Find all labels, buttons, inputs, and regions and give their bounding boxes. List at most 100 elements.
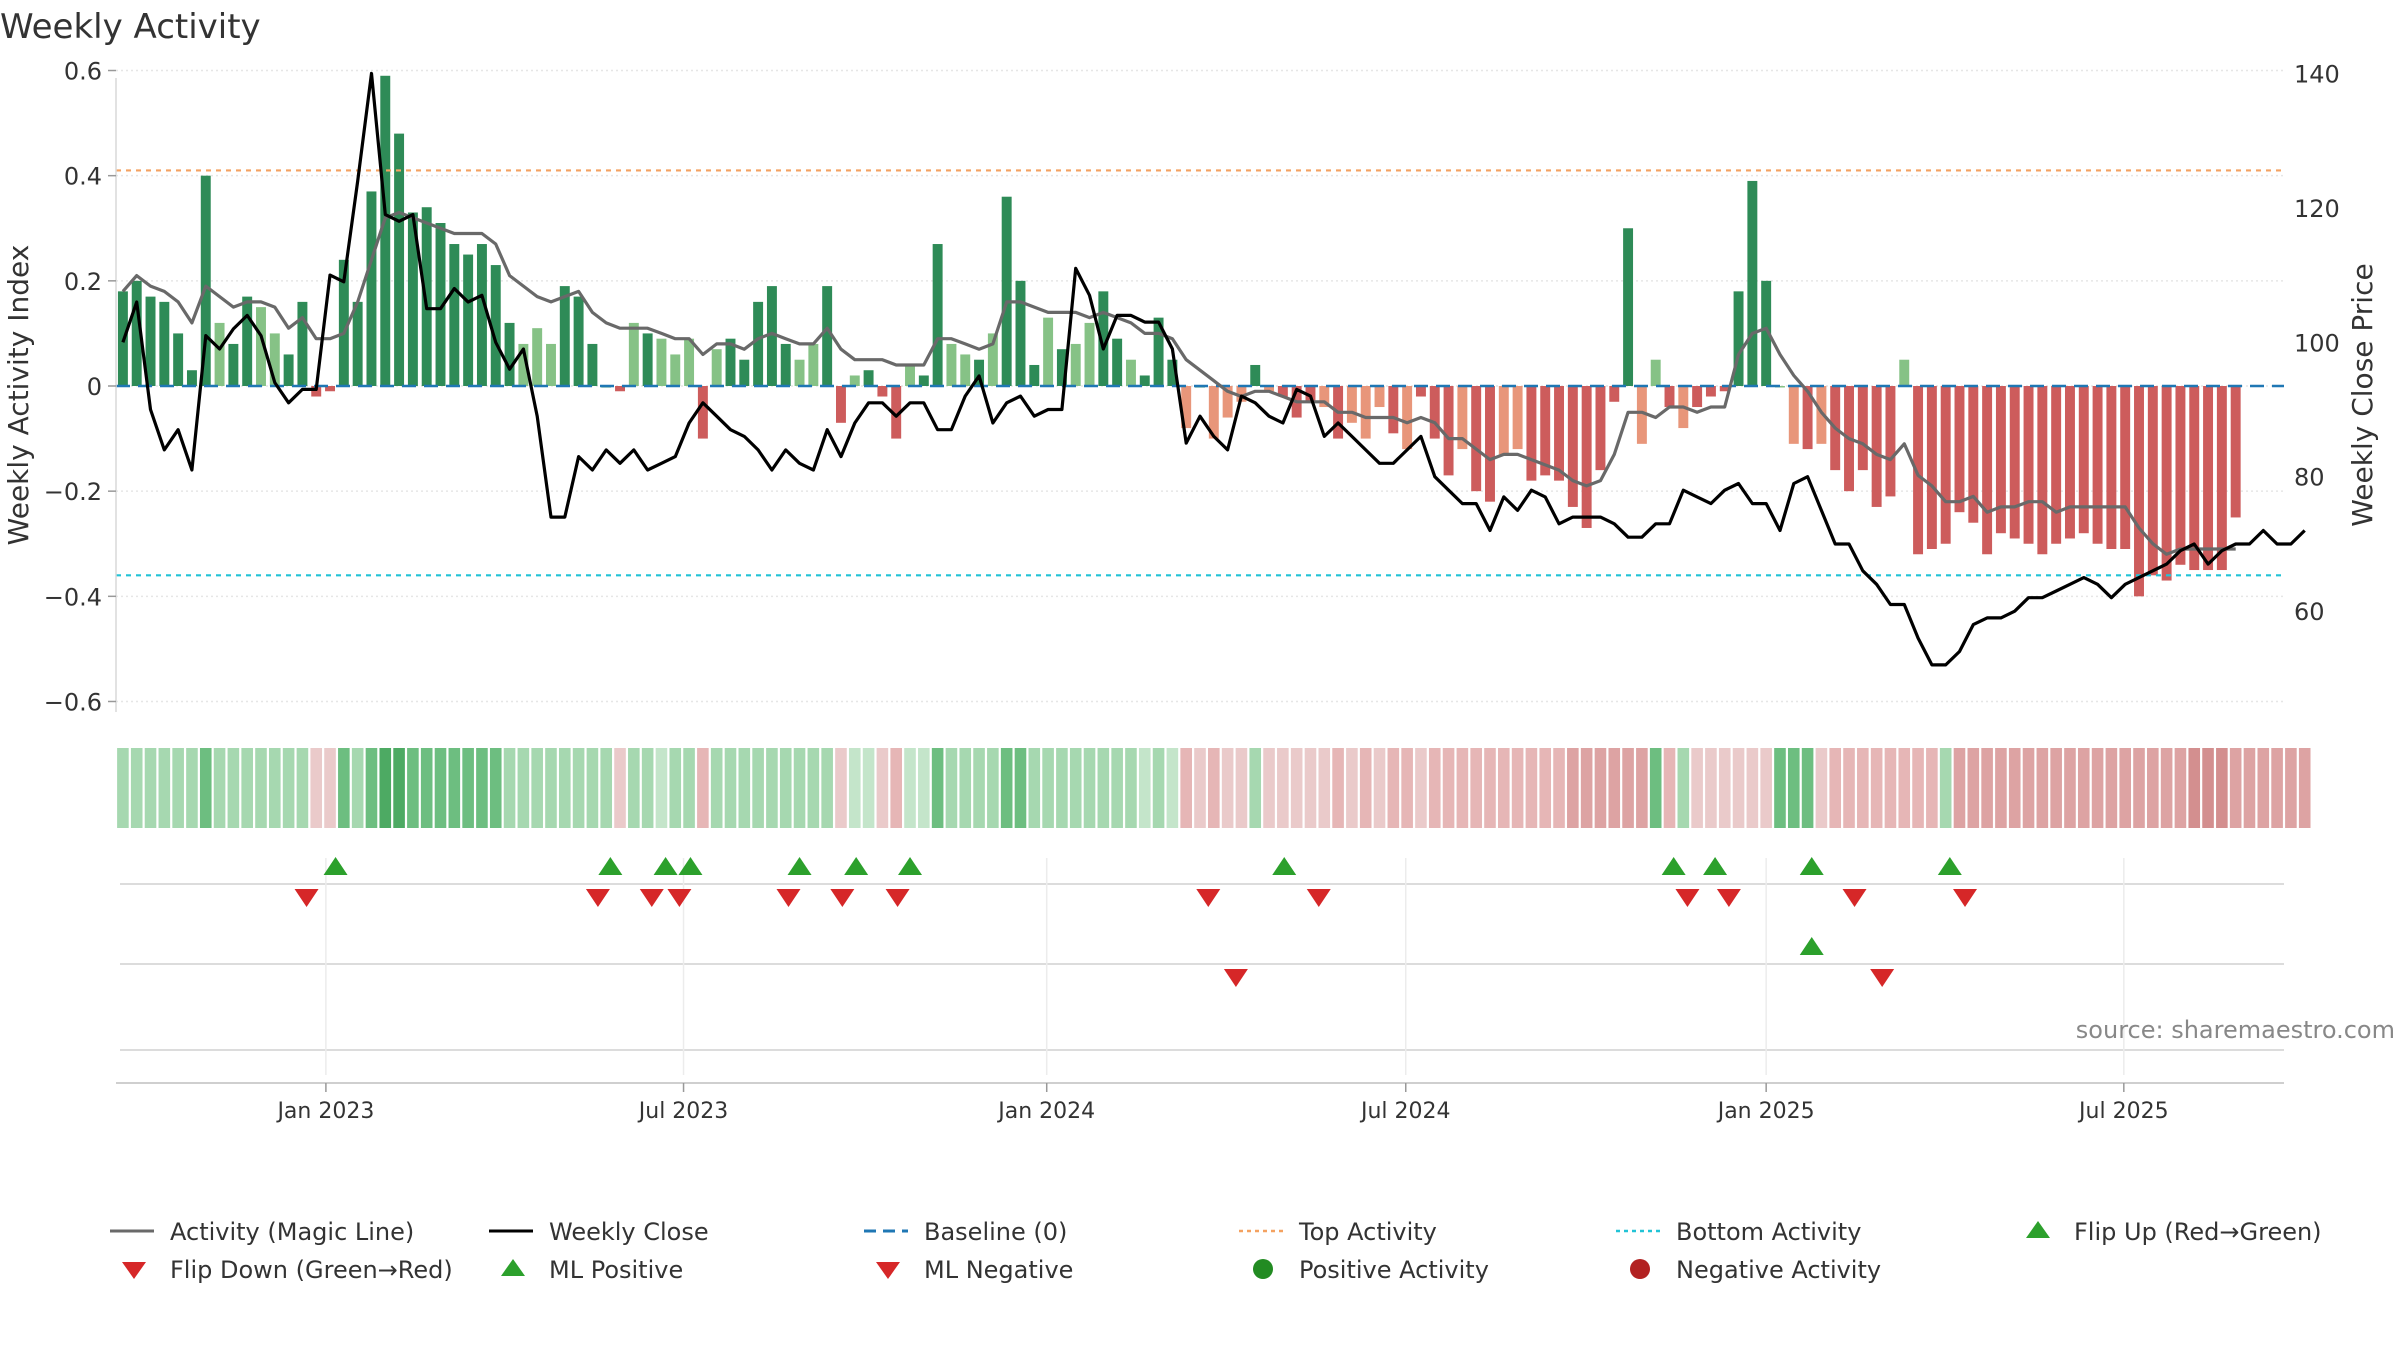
- heat-strip-cell: [904, 748, 916, 828]
- magic-line-series: [121, 210, 2236, 556]
- negative-activity-bar: [1885, 386, 1896, 497]
- positive-activity-bar: [1153, 317, 1164, 386]
- left-tick-label: −0.2: [44, 478, 102, 506]
- flip-down-marker: [1675, 889, 1700, 907]
- negative-activity-bar: [2106, 386, 2117, 549]
- heat-strip-cell: [379, 748, 392, 828]
- legend-label: Weekly Close: [549, 1218, 709, 1246]
- positive-activity-bar: [546, 343, 556, 386]
- negative-activity-bar: [2092, 386, 2103, 544]
- flip-down-marker: [585, 889, 610, 907]
- heat-strip-cell: [1801, 748, 1814, 828]
- positive-activity-bar: [490, 265, 501, 386]
- flip-up-marker: [1937, 857, 1962, 875]
- negative-activity-bar: [2203, 386, 2214, 571]
- positive-activity-bar: [1015, 280, 1026, 386]
- heat-strip-cell: [1525, 748, 1538, 828]
- positive-activity-bar: [780, 343, 791, 386]
- positive-activity-bar: [946, 343, 957, 386]
- negative-activity-bar: [1471, 386, 1482, 492]
- positive-activity-bar: [145, 296, 156, 386]
- heat-strip-cell: [1967, 748, 1980, 828]
- positive-activity-bar: [794, 359, 805, 386]
- positive-activity-bar: [407, 212, 418, 386]
- heat-strip-cell: [1456, 748, 1469, 828]
- negative-activity-bar: [1277, 386, 1288, 397]
- negative-activity-bar: [1208, 386, 1219, 439]
- flip-down-marker: [776, 889, 801, 907]
- positive-activity-bar: [131, 280, 142, 386]
- positive-activity-bar: [684, 338, 695, 386]
- positive-activity-bar: [242, 296, 253, 386]
- heat-strip-cell: [1428, 748, 1441, 828]
- flip-up-marker: [898, 857, 923, 875]
- heat-strip-cell: [738, 748, 751, 828]
- heat-strip-cell: [158, 748, 171, 828]
- positive-activity-bar: [394, 133, 405, 386]
- heat-strip-cell: [1567, 748, 1579, 828]
- positive-activity-bar: [159, 301, 170, 386]
- negative-activity-bar: [1443, 386, 1454, 476]
- chart-title: Weekly Activity: [0, 7, 261, 47]
- positive-activity-bar: [518, 343, 529, 386]
- heat-strip-cell: [1732, 748, 1745, 828]
- series-lines: [116, 71, 2306, 667]
- positive-activity-bar: [960, 354, 971, 386]
- heat-strip-cell: [227, 748, 240, 828]
- negative-activity-bar: [1457, 386, 1468, 450]
- x-tick-label: Jan 2025: [1716, 1099, 1815, 1124]
- legend-up-triangle-icon: [2026, 1221, 2050, 1238]
- positive-activity-bar: [1098, 291, 1109, 386]
- negative-activity-bar: [1360, 386, 1371, 439]
- heat-strip-cell: [1415, 748, 1427, 828]
- heat-strip-cell: [1884, 748, 1897, 828]
- heat-strip-cell: [531, 748, 543, 828]
- heat-strip-cell: [2243, 748, 2256, 828]
- heat-strip-cell: [945, 748, 958, 828]
- positive-activity-bar: [283, 354, 294, 386]
- positive-activity-bar: [1650, 359, 1661, 386]
- negative-activity-bar: [1982, 386, 1993, 555]
- heat-strip-cell: [365, 748, 378, 828]
- positive-activity-bar: [352, 301, 363, 386]
- positive-activity-bar: [1056, 349, 1067, 386]
- positive-activity-bar: [559, 286, 570, 386]
- negative-activity-bar: [835, 386, 846, 423]
- flip-down-marker: [667, 889, 692, 907]
- positive-activity-bar: [628, 322, 639, 386]
- heat-strip-cell: [1069, 748, 1082, 828]
- heat-strip-cell: [1995, 748, 2007, 828]
- positive-activity-bar: [228, 343, 239, 386]
- heat-strip-cell: [213, 748, 226, 828]
- flip-up-marker: [653, 857, 678, 875]
- positive-activity-bar: [1747, 180, 1758, 386]
- flip-up-marker: [1799, 857, 1824, 875]
- flip-down-marker: [639, 889, 664, 907]
- heat-strip-cell: [1898, 748, 1911, 828]
- flip-up-marker: [678, 857, 703, 875]
- heat-strip-cell: [130, 748, 143, 828]
- negative-activity-bar: [2037, 386, 2048, 555]
- negative-activity-bar: [1512, 386, 1523, 450]
- positive-activity-bar: [587, 343, 598, 386]
- negative-activity-bar: [2023, 386, 2034, 544]
- heat-strip-cell: [2022, 748, 2035, 828]
- legend-down-triangle-icon: [876, 1262, 900, 1279]
- positive-activity-bar: [1084, 322, 1095, 386]
- heat-strip-cell: [2147, 748, 2159, 828]
- positive-activity-bar: [421, 207, 432, 386]
- positive-activity-bar: [739, 359, 750, 386]
- heat-strip-cell: [1981, 748, 1993, 828]
- heat-strip-cell: [2271, 748, 2283, 828]
- heat-strip-cell: [752, 748, 764, 828]
- flip-down-marker: [885, 889, 910, 907]
- heat-strip-cell: [1249, 748, 1262, 828]
- heat-strip-cell: [462, 748, 474, 828]
- x-tick-label: Jul 2024: [1359, 1099, 1451, 1124]
- heat-strip-cell: [1152, 748, 1165, 828]
- negative-activity-bar: [2064, 386, 2075, 539]
- heat-strip-cell: [1539, 748, 1552, 828]
- heat-strip-cell: [793, 748, 806, 828]
- positive-activity-bar: [863, 370, 874, 386]
- negative-activity-bar: [1540, 386, 1551, 476]
